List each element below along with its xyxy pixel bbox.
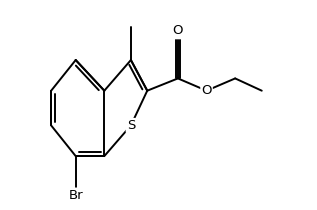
Text: Br: Br: [68, 189, 83, 202]
Text: O: O: [201, 84, 212, 97]
Text: S: S: [127, 119, 135, 132]
Text: O: O: [173, 24, 183, 37]
